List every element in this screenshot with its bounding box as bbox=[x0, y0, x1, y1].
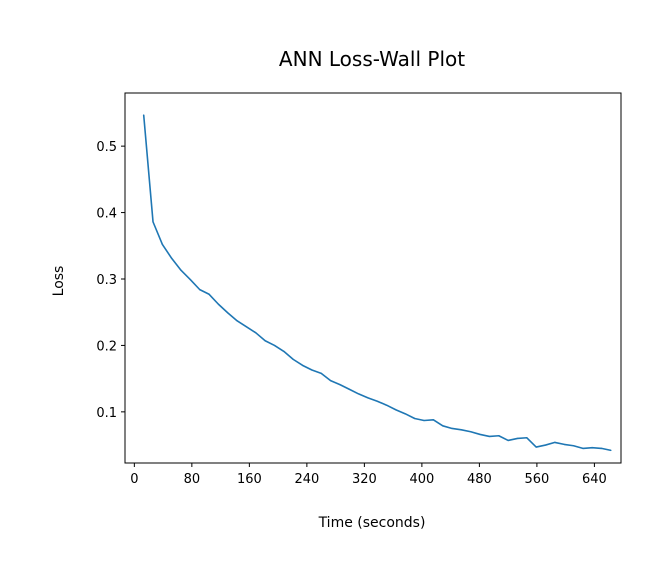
loss-data-point bbox=[376, 400, 378, 402]
loss-data-point bbox=[311, 369, 313, 371]
loss-data-point bbox=[283, 350, 285, 352]
loss-data-point bbox=[535, 446, 537, 448]
loss-data-point bbox=[348, 388, 350, 390]
loss-data-point bbox=[582, 447, 584, 449]
loss-data-point bbox=[600, 447, 603, 449]
loss-data-point bbox=[386, 404, 388, 406]
loss-data-point bbox=[479, 433, 481, 436]
loss-data-point bbox=[180, 269, 182, 271]
plot-area-frame bbox=[124, 92, 622, 464]
chart-title: ANN Loss-Wall Plot bbox=[279, 47, 465, 71]
loss-data-point bbox=[301, 364, 304, 366]
loss-data-point bbox=[367, 397, 369, 399]
y-tick-label: 0.1 bbox=[96, 406, 117, 421]
loss-data-point bbox=[432, 419, 434, 421]
y-tick-label: 0.2 bbox=[96, 339, 117, 354]
y-axis-label: Loss bbox=[51, 266, 67, 297]
x-tick-label: 80 bbox=[184, 472, 201, 487]
x-tick-label: 480 bbox=[467, 472, 492, 487]
x-tick-label: 400 bbox=[409, 472, 434, 487]
loss-data-point bbox=[255, 332, 257, 334]
loss-series-line bbox=[142, 114, 612, 452]
loss-data-point bbox=[217, 303, 220, 305]
loss-data-point bbox=[395, 409, 397, 411]
x-tick-label: 560 bbox=[524, 472, 549, 487]
loss-data-point bbox=[563, 443, 565, 445]
loss-data-point bbox=[451, 427, 453, 430]
loss-data-point bbox=[143, 114, 145, 116]
loss-data-point bbox=[470, 431, 472, 433]
loss-data-point bbox=[554, 441, 556, 444]
series-layer bbox=[142, 114, 612, 452]
axis-ticks: 0 80 160 240 320 400 480 560 640 0.1 0.2 0.3 0.4 0.5 bbox=[96, 140, 607, 487]
loss-data-point bbox=[516, 437, 519, 440]
loss-data-point bbox=[161, 243, 163, 246]
y-tick-label: 0.3 bbox=[96, 273, 117, 288]
loss-data-point bbox=[245, 326, 248, 328]
loss-data-point bbox=[320, 372, 322, 374]
loss-data-point bbox=[171, 257, 173, 259]
y-tick-label: 0.5 bbox=[96, 140, 117, 155]
loss-data-point bbox=[610, 449, 612, 451]
loss-data-point bbox=[507, 439, 509, 442]
loss-data-point bbox=[404, 413, 406, 415]
x-tick-label: 160 bbox=[237, 472, 262, 487]
loss-data-point bbox=[526, 437, 528, 439]
loss-data-point bbox=[199, 289, 201, 291]
loss-data-point bbox=[227, 312, 229, 314]
loss-data-point bbox=[498, 435, 500, 437]
loss-data-point bbox=[591, 447, 593, 449]
loss-data-point bbox=[189, 279, 192, 281]
loss-data-point bbox=[339, 384, 341, 386]
loss-data-point bbox=[358, 393, 360, 395]
loss-data-point bbox=[423, 419, 425, 422]
loss-data-point bbox=[460, 429, 463, 431]
loss-data-point bbox=[442, 425, 444, 427]
x-tick-label: 640 bbox=[582, 472, 607, 487]
loss-data-point bbox=[236, 320, 238, 322]
loss-data-point bbox=[264, 340, 266, 342]
loss-data-point bbox=[292, 358, 294, 360]
x-tick-label: 240 bbox=[294, 472, 319, 487]
y-tick-label: 0.4 bbox=[96, 207, 117, 222]
loss-data-point bbox=[544, 444, 547, 446]
x-tick-label: 320 bbox=[352, 472, 377, 487]
x-axis-label: Time (seconds) bbox=[318, 515, 426, 531]
loss-data-point bbox=[152, 221, 154, 223]
loss-data-point bbox=[329, 380, 332, 382]
loss-data-point bbox=[414, 417, 416, 420]
x-tick-label: 0 bbox=[130, 472, 138, 487]
loss-data-point bbox=[572, 445, 575, 447]
loss-data-point bbox=[488, 435, 491, 438]
loss-data-point bbox=[273, 344, 276, 347]
loss-data-point bbox=[208, 293, 210, 295]
